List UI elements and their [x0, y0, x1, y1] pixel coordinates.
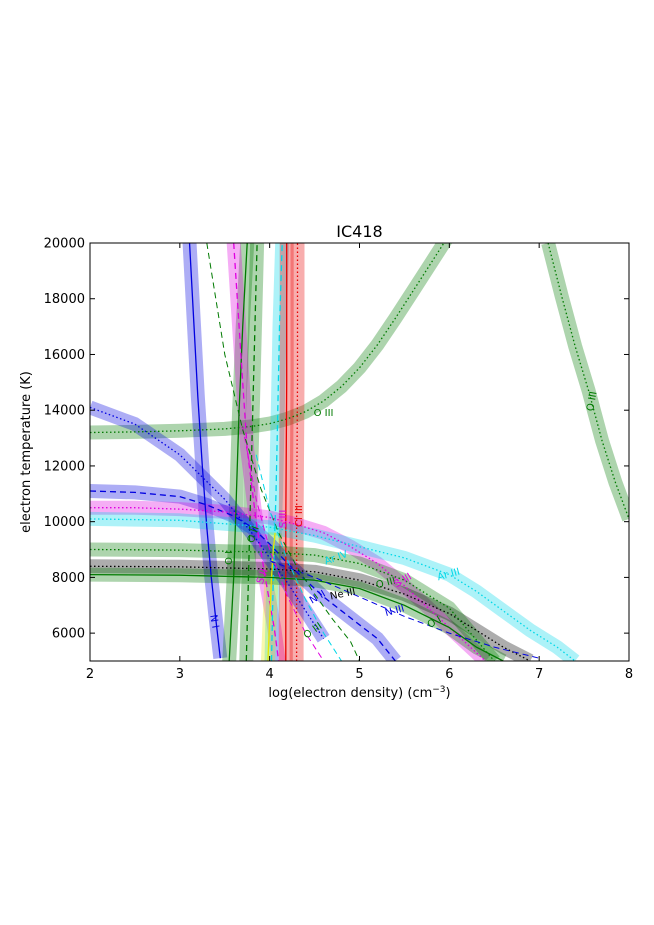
- band-s-ii-4: [239, 243, 265, 661]
- series-line-s-iii-5: [233, 243, 280, 661]
- y-axis-label: electron temperature (K): [19, 371, 34, 533]
- y-tick-label: 16000: [44, 348, 85, 363]
- x-tick-label: 2: [86, 667, 94, 682]
- curve-label: N I: [207, 614, 220, 629]
- series-line-o-iii-c-15: [90, 548, 495, 661]
- x-tick-label: 5: [355, 667, 363, 682]
- series-line-n-i-2: [188, 243, 221, 659]
- series-line-cl-iii-thin-20: [255, 454, 342, 661]
- y-tick-label: 6000: [52, 627, 85, 642]
- series-line-o-iii-high--1: [547, 243, 629, 520]
- x-axis-label-sup: −3: [432, 685, 445, 695]
- series-line-o-i-3: [228, 243, 248, 661]
- curve-label: O II: [246, 525, 262, 545]
- y-tick-label: 18000: [44, 292, 85, 307]
- series-line-n-ii-b-16: [90, 406, 325, 640]
- curve-label: N III: [384, 603, 406, 619]
- series-line-n-ii-thin-17: [269, 560, 540, 659]
- y-tick-label: 20000: [44, 237, 85, 252]
- curve-label: O I: [224, 551, 235, 565]
- series-line-n-ii-10: [90, 490, 396, 661]
- curve-label: S III: [278, 510, 289, 528]
- band-o-iii-high--1: [541, 243, 629, 522]
- y-tick-label: 14000: [44, 404, 85, 419]
- x-tick-label: 7: [535, 667, 543, 682]
- curve-label: Ne III: [329, 586, 356, 602]
- y-axis-ticks: 6000 8000 10000 12000 14000 16000 18000 20000: [44, 237, 629, 642]
- y-tick-label: 12000: [44, 459, 85, 474]
- curve-label: S II: [255, 567, 271, 585]
- band-n-i-2: [182, 243, 228, 660]
- curve-label: O III: [375, 575, 397, 591]
- x-tick-label: 4: [266, 667, 274, 682]
- curve-label: O III: [314, 408, 334, 419]
- x-axis-label-main: log(electron density) (cm: [268, 686, 432, 701]
- band-layer: [90, 243, 629, 661]
- x-tick-label: 6: [445, 667, 453, 682]
- curve-label: O III: [585, 391, 599, 413]
- series-line-ar-iii-12: [90, 518, 576, 661]
- series-line-o-iii-0: [90, 243, 445, 434]
- x-axis-ticks: 2 3 4 5 6 7 8: [86, 243, 633, 682]
- series-line-s-iii-thin-18: [242, 426, 325, 661]
- y-tick-label: 10000: [44, 515, 85, 530]
- x-axis-label-close: ): [446, 686, 451, 701]
- x-tick-label: 8: [625, 667, 633, 682]
- band-ar-iv-6: [264, 243, 290, 661]
- series-line-cl-iii-8: [295, 243, 299, 661]
- line-layer: [90, 243, 629, 661]
- y-tick-label: 8000: [52, 571, 85, 586]
- series-line-s-iii-b-11: [90, 507, 486, 661]
- x-axis-label: log(electron density) (cm−3): [268, 685, 450, 701]
- band-ne-iii-13: [90, 559, 534, 661]
- series-line-o-ii-19: [206, 243, 360, 661]
- series-line-o-iii-b-14: [90, 573, 504, 661]
- chart-title: IC418: [336, 222, 382, 241]
- curve-label: Cl III: [294, 505, 305, 527]
- x-tick-label: 3: [176, 667, 184, 682]
